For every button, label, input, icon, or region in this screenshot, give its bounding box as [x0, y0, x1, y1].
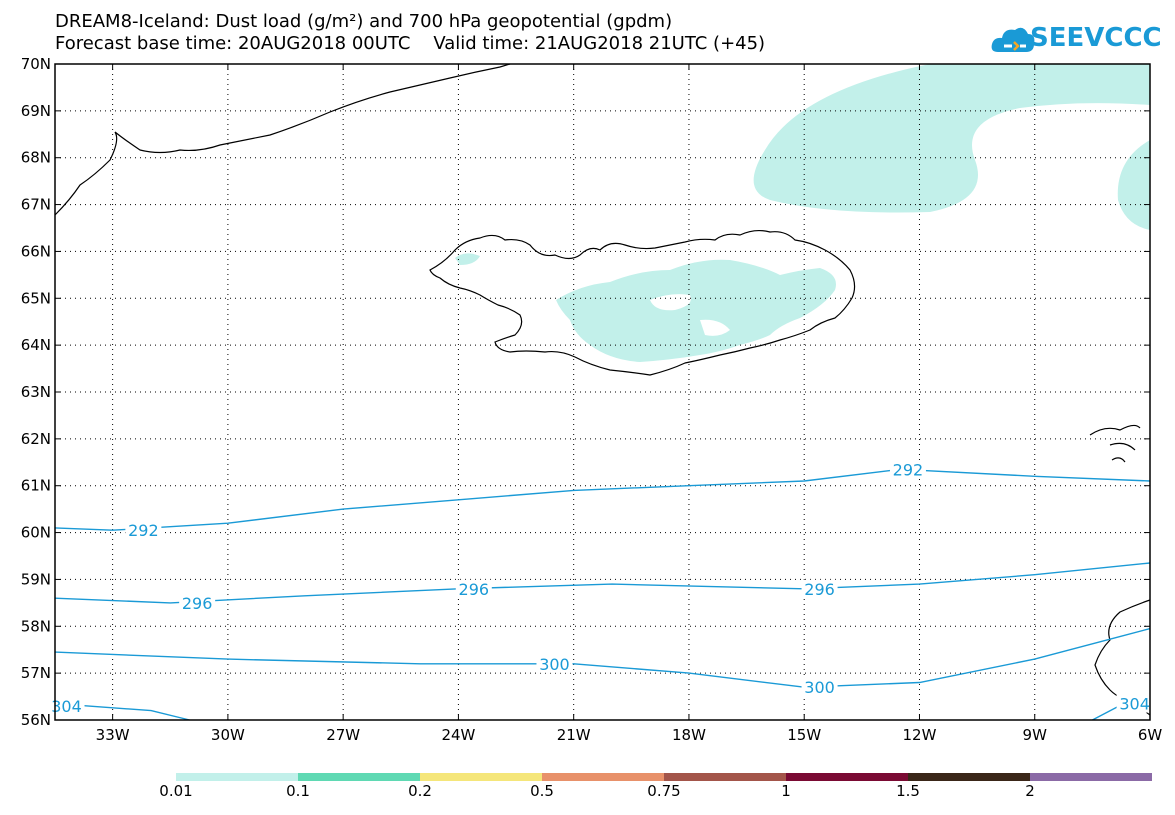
- colorbar-swatch: [1030, 773, 1152, 781]
- contour-label: 296: [182, 594, 213, 613]
- colorbar-label: 0.1: [286, 782, 310, 800]
- contour-line-292: [54, 468, 1151, 531]
- colorbar-swatch: [786, 773, 908, 781]
- colorbar-label: 2: [1025, 782, 1035, 800]
- lon-label: 21W: [557, 726, 591, 744]
- lon-label: 9W: [1023, 726, 1048, 744]
- contour-label-bg: [1116, 694, 1153, 713]
- colorbar: [176, 773, 1152, 781]
- contour-label: 296: [459, 580, 490, 599]
- lat-label: 63N: [21, 383, 51, 401]
- contour-label: 300: [539, 655, 570, 674]
- lat-label: 67N: [21, 196, 51, 214]
- iceland-coast: [429, 229, 856, 376]
- lon-label: 12W: [903, 726, 937, 744]
- lat-label: 59N: [21, 570, 51, 588]
- lat-label: 61N: [21, 477, 51, 495]
- dust-area-northeast: [753, 64, 1150, 213]
- lat-label: 62N: [21, 430, 51, 448]
- lat-label: 56N: [21, 711, 51, 729]
- colorbar-label: 0.01: [159, 782, 193, 800]
- lat-label: 64N: [21, 336, 51, 354]
- lon-label: 33W: [96, 726, 130, 744]
- logo-text: SEEVCCC: [1030, 23, 1162, 53]
- lat-label: 70N: [21, 55, 51, 73]
- lat-label: 69N: [21, 102, 51, 120]
- contour-label: 300: [804, 678, 835, 697]
- forecast-times: Forecast base time: 20AUG2018 00UTC Vali…: [55, 33, 766, 54]
- contour-label-bg: [455, 579, 492, 598]
- lon-label: 30W: [211, 726, 245, 744]
- contour-label-bg: [48, 696, 85, 715]
- contour-label-bg: [125, 521, 162, 540]
- lon-label: 27W: [326, 726, 360, 744]
- contour-label: 296: [804, 580, 835, 599]
- contour-label-bg: [801, 579, 838, 598]
- norway-coast-north: [1089, 424, 1141, 463]
- contour-label-bg: [801, 678, 838, 697]
- colorbar-label: 1.5: [896, 782, 920, 800]
- lon-label: 6W: [1138, 726, 1163, 744]
- lat-label: 60N: [21, 524, 51, 542]
- colorbar-label: 1: [781, 782, 791, 800]
- lat-label: 57N: [21, 664, 51, 682]
- lon-label: 18W: [672, 726, 706, 744]
- dust-load-layer: [455, 64, 1150, 362]
- colorbar-swatch: [298, 773, 420, 781]
- dust-area-east: [1117, 140, 1150, 230]
- greenland-coast: [54, 63, 511, 216]
- contour-label-bg: [179, 593, 216, 612]
- colorbar-swatch: [908, 773, 1030, 781]
- contour-line-300: [54, 627, 1151, 688]
- colorbar-label: 0.2: [408, 782, 432, 800]
- colorbar-swatch: [664, 773, 786, 781]
- map-title: DREAM8-Iceland: Dust load (g/m²) and 700…: [55, 11, 673, 32]
- geopotential-contours: 292 292 296 296 296 300 300 304 304: [48, 460, 1153, 721]
- colorbar-swatch: [420, 773, 542, 781]
- lon-label: 15W: [787, 726, 821, 744]
- lat-label: 68N: [21, 149, 51, 167]
- lat-label: 66N: [21, 242, 51, 260]
- lat-label: 58N: [21, 617, 51, 635]
- colorbar-swatch: [176, 773, 298, 781]
- contour-line-296: [54, 562, 1151, 604]
- lon-label: 24W: [441, 726, 475, 744]
- colorbar-swatch: [542, 773, 664, 781]
- axis-ticks: 56N 57N 58N 59N 60N 61N 62N 63N 64N 65N 66N 67N 68N 6…: [21, 55, 1163, 744]
- dust-area-iceland: [556, 259, 836, 362]
- contour-line-304: [54, 702, 190, 721]
- colorbar-label: 0.75: [647, 782, 681, 800]
- contour-label: 292: [893, 460, 924, 479]
- contour-label: 304: [1119, 695, 1150, 714]
- coastline-layer: [54, 63, 1151, 716]
- contour-label: 292: [128, 521, 159, 540]
- colorbar-label: 0.5: [530, 782, 554, 800]
- contour-label-bg: [889, 460, 926, 479]
- lat-label: 65N: [21, 289, 51, 307]
- contour-label-bg: [536, 654, 573, 673]
- graticule: [55, 64, 1150, 720]
- cloud-icon: [991, 27, 1035, 52]
- contour-label: 304: [51, 697, 82, 716]
